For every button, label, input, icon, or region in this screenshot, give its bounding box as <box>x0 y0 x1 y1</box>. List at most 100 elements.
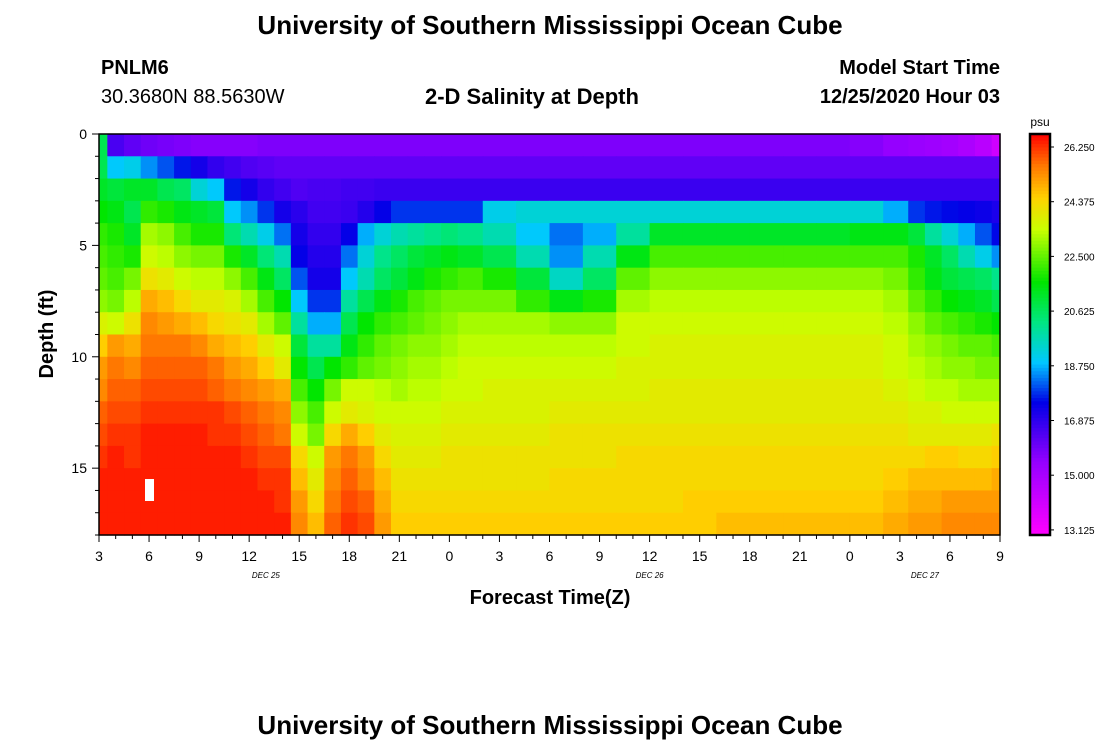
heatmap-cell <box>99 490 108 514</box>
heatmap-cell <box>307 200 325 224</box>
heatmap-cell <box>99 289 108 313</box>
colorbar-segment <box>1030 428 1050 433</box>
heatmap-cell <box>157 200 175 224</box>
heatmap-cell <box>190 379 209 402</box>
heatmap-cell <box>290 134 309 157</box>
heatmap-cell <box>783 379 818 402</box>
heatmap-cell <box>958 401 976 425</box>
heatmap-cell <box>441 490 459 514</box>
colorbar-segment <box>1030 418 1050 422</box>
colorbar-segment <box>1030 374 1050 379</box>
heatmap-cell <box>482 223 517 246</box>
heatmap-cell <box>374 334 392 358</box>
heatmap-cell <box>257 445 275 469</box>
heatmap-cell <box>516 200 551 224</box>
x-tick-label: 3 <box>496 548 504 564</box>
heatmap-cell <box>849 356 884 380</box>
heatmap-cell <box>457 356 484 380</box>
heatmap-cell <box>549 267 584 291</box>
heatmap-cell <box>324 223 342 246</box>
colorbar-label: 16.875 <box>1064 417 1095 428</box>
heatmap-cell <box>190 334 209 358</box>
heatmap-cell <box>174 245 192 269</box>
heatmap-cell <box>783 356 818 380</box>
colorbar-segment <box>1030 408 1050 412</box>
heatmap-cell <box>274 445 292 469</box>
colorbar-segment <box>1030 187 1050 192</box>
heatmap-cell <box>441 468 459 492</box>
heatmap-cell <box>99 178 108 202</box>
heatmap-cell <box>307 401 325 425</box>
heatmap-cell <box>682 200 717 224</box>
heatmap-cell <box>883 445 909 469</box>
heatmap-cell <box>207 267 225 291</box>
heatmap-cell <box>649 134 684 157</box>
heatmap-cell <box>924 490 943 514</box>
x-tick-label: 21 <box>392 548 408 564</box>
heatmap-cell <box>174 134 192 157</box>
heatmap-cell <box>157 178 175 202</box>
heatmap-cell <box>190 401 209 425</box>
x-tick-label: 3 <box>95 548 103 564</box>
heatmap-cell <box>974 356 993 380</box>
heatmap-cell <box>482 512 517 536</box>
heatmap-cell <box>908 200 926 224</box>
colorbar-segment <box>1030 504 1050 509</box>
heatmap-cell <box>783 445 818 469</box>
heatmap-cell <box>190 312 209 336</box>
heatmap-cell <box>516 156 551 180</box>
heatmap-cell <box>390 379 409 402</box>
heatmap-cell <box>424 512 442 536</box>
heatmap-cell <box>224 312 242 336</box>
heatmap-cell <box>207 468 225 492</box>
heatmap-cell <box>340 245 359 269</box>
heatmap-cell <box>290 156 309 180</box>
heatmap-cell <box>582 334 617 358</box>
heatmap-cell <box>257 289 275 313</box>
heatmap-cell <box>274 245 292 269</box>
colorbar-segment <box>1030 297 1050 302</box>
heatmap-cell <box>908 334 926 358</box>
heatmap-cell <box>99 200 108 224</box>
heatmap-cell <box>240 401 259 425</box>
heatmap-cell <box>207 356 225 380</box>
plot-title: 2-D Salinity at Depth <box>425 84 639 109</box>
heatmap-cell <box>816 512 851 536</box>
heatmap-cell <box>582 178 617 202</box>
heatmap-cell <box>207 445 225 469</box>
heatmap-cell <box>407 512 425 536</box>
heatmap-cell <box>357 312 375 336</box>
heatmap-cell <box>549 512 584 536</box>
colorbar-segment <box>1030 394 1050 399</box>
colorbar-segment <box>1030 140 1050 145</box>
heatmap-cell <box>324 468 342 492</box>
heatmap-cell <box>240 200 259 224</box>
heatmap-cell <box>374 267 392 291</box>
heatmap-cell <box>340 223 359 246</box>
colorbar-segment <box>1030 341 1050 346</box>
heatmap-cell <box>616 267 651 291</box>
page-title: University of Southern Mississippi Ocean… <box>257 10 843 40</box>
heatmap-cell <box>816 134 851 157</box>
heatmap-cell <box>174 401 192 425</box>
heatmap-cell <box>340 334 359 358</box>
colorbar-segment <box>1030 214 1050 219</box>
heatmap-cell <box>849 512 884 536</box>
heatmap-cell <box>324 312 342 336</box>
heatmap-cell <box>190 468 209 492</box>
heatmap-cell <box>357 178 375 202</box>
heatmap-cell <box>357 245 375 269</box>
heatmap-cell <box>941 245 959 269</box>
heatmap-cell <box>324 156 342 180</box>
heatmap-cell <box>157 289 175 313</box>
heatmap-cell <box>441 156 459 180</box>
heatmap-cell <box>716 289 751 313</box>
heatmap-cell <box>958 134 976 157</box>
x-tick-label: 12 <box>241 548 257 564</box>
heatmap-cell <box>307 334 325 358</box>
heatmap-cell <box>407 356 425 380</box>
heatmap-cell <box>991 289 1001 313</box>
heatmap-cell <box>224 134 242 157</box>
heatmap-cell <box>290 490 309 514</box>
heatmap-cell <box>257 178 275 202</box>
